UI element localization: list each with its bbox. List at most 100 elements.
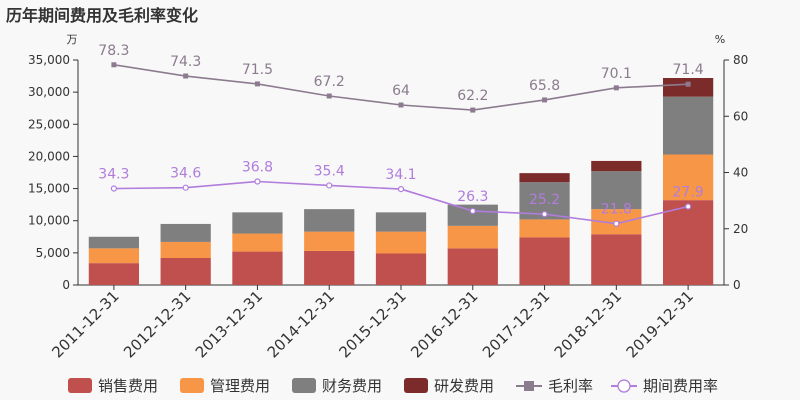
bar-segment <box>304 231 355 251</box>
left-axis-tick-label: 30,000 <box>28 85 70 99</box>
legend-label: 期间费用率 <box>643 377 718 395</box>
line-point <box>542 97 548 103</box>
line-point <box>469 207 476 215</box>
data-label: 64 <box>392 83 410 99</box>
legend-swatch <box>68 378 92 393</box>
data-label: 26.3 <box>457 189 488 205</box>
bar-segment <box>662 96 714 155</box>
x-axis-tick-label: 2012-12-31 <box>120 287 194 361</box>
data-label: 71.5 <box>242 62 273 78</box>
data-label: 25.2 <box>529 192 560 208</box>
chart-title: 历年期间费用及毛利率变化 <box>6 6 199 25</box>
bar-segment <box>662 78 714 97</box>
right-axis-tick-label: 40 <box>733 166 748 180</box>
data-label: 35.4 <box>314 163 345 179</box>
data-label: 71.4 <box>673 62 704 78</box>
bar-segment <box>662 154 714 201</box>
legend-marker <box>524 381 534 391</box>
right-axis-tick-label: 20 <box>733 222 748 236</box>
bar-segment <box>591 160 642 172</box>
x-axis-tick-label: 2018-12-31 <box>551 287 625 361</box>
data-label: 27.9 <box>673 185 704 201</box>
x-axis-tick-label: 2019-12-31 <box>623 287 697 361</box>
legend-swatch <box>404 378 428 393</box>
x-axis-tick-label: 2016-12-31 <box>407 287 481 361</box>
left-axis-tick-label: 35,000 <box>28 53 70 67</box>
bar-segment <box>160 258 211 285</box>
line-point <box>685 81 691 87</box>
bar-segment <box>375 253 427 285</box>
bar-segment <box>591 234 642 285</box>
data-label: 65.8 <box>529 78 560 94</box>
bar-segment <box>447 225 498 249</box>
legend-marker <box>617 379 631 393</box>
left-axis-tick-label: 25,000 <box>28 117 70 131</box>
bar-segment <box>662 200 714 285</box>
bar-segment <box>375 212 427 232</box>
line-point <box>398 102 404 108</box>
right-axis-tick-label: 60 <box>733 109 748 123</box>
left-axis-tick-label: 5,000 <box>36 246 70 260</box>
line-point <box>182 184 189 191</box>
bar-segment <box>232 233 283 252</box>
x-axis-tick-label: 2015-12-31 <box>335 287 409 361</box>
right-axis-tick-label: 0 <box>733 278 741 292</box>
bar-segment <box>304 250 355 285</box>
left-axis-unit: 万 <box>67 33 78 46</box>
bar-segment <box>519 173 570 183</box>
bar-segment <box>304 209 355 232</box>
line-point <box>111 62 117 68</box>
line-point <box>110 185 117 192</box>
legend-label: 财务费用 <box>322 377 382 395</box>
bar-segment <box>88 236 140 249</box>
legend-label: 销售费用 <box>98 377 158 395</box>
line-point <box>685 203 692 210</box>
bar-segment <box>519 219 570 238</box>
data-label: 21.8 <box>601 202 632 218</box>
x-axis-tick-label: 2013-12-31 <box>192 287 266 361</box>
left-axis-tick-label: 15,000 <box>28 182 70 196</box>
line-point <box>254 81 260 87</box>
bar-segment <box>160 241 211 258</box>
data-label: 34.1 <box>385 167 416 183</box>
left-axis-tick-label: 20,000 <box>28 149 70 163</box>
data-label: 78.3 <box>98 43 129 59</box>
line-point <box>541 211 548 218</box>
bar-segment <box>591 171 642 210</box>
data-label: 67.2 <box>314 74 345 90</box>
bar-segment <box>447 248 498 285</box>
line-point <box>183 73 189 79</box>
data-label: 70.1 <box>601 66 632 82</box>
legend-label: 毛利率 <box>548 377 593 395</box>
line-point <box>397 185 405 193</box>
data-label: 34.3 <box>98 167 129 183</box>
left-axis-tick-label: 0 <box>62 278 70 292</box>
legend-label: 管理费用 <box>210 377 270 395</box>
right-axis-unit: % <box>715 33 725 46</box>
line-point <box>613 220 620 227</box>
bar-segment <box>232 251 283 285</box>
bar-segment <box>160 223 211 242</box>
bar-segment <box>519 237 570 285</box>
bar-segment <box>232 212 283 234</box>
data-label: 74.3 <box>170 54 201 70</box>
legend-swatch <box>180 378 204 393</box>
legend-swatch <box>292 378 316 393</box>
data-label: 36.8 <box>242 160 273 176</box>
legend-label: 研发费用 <box>434 377 494 395</box>
bar-segment <box>375 231 427 254</box>
bar-segment <box>447 204 498 226</box>
line-point <box>470 107 476 113</box>
line-point <box>613 85 619 91</box>
x-axis-tick-label: 2017-12-31 <box>479 287 553 361</box>
right-axis-tick-label: 80 <box>733 53 748 67</box>
left-axis-tick-label: 10,000 <box>28 214 70 228</box>
line-point <box>254 178 261 185</box>
data-label: 34.6 <box>170 166 201 182</box>
x-axis-tick-label: 2014-12-31 <box>264 287 338 361</box>
line-point <box>326 182 333 189</box>
x-axis-tick-label: 2011-12-31 <box>48 287 122 361</box>
bar-segment <box>88 263 140 285</box>
